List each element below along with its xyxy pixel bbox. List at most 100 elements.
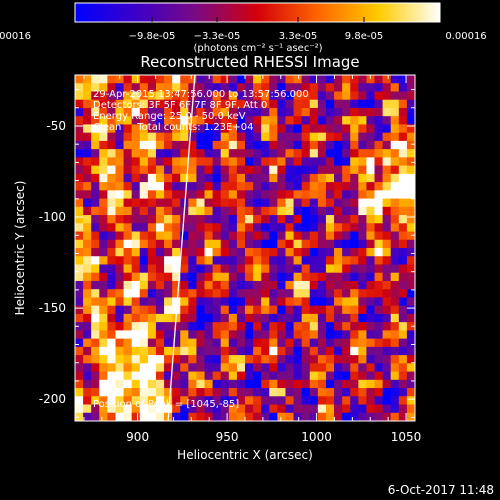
heatmap-cell bbox=[366, 206, 376, 216]
heatmap-cell bbox=[212, 198, 222, 208]
heatmap-cell bbox=[196, 173, 206, 183]
heatmap-cell bbox=[123, 322, 133, 331]
heatmap-cell bbox=[382, 313, 392, 323]
heatmap-cell bbox=[220, 198, 230, 208]
heatmap-cell bbox=[245, 355, 254, 364]
heatmap-cell bbox=[180, 396, 189, 406]
heatmap-cell bbox=[123, 404, 133, 414]
heatmap-cell bbox=[253, 313, 262, 323]
heatmap-cell bbox=[342, 231, 351, 241]
heatmap-cell bbox=[99, 157, 108, 167]
heatmap-cell bbox=[228, 190, 238, 200]
heatmap-cell bbox=[196, 91, 206, 101]
heatmap-cell bbox=[325, 412, 335, 421]
heatmap-cell bbox=[131, 223, 141, 233]
heatmap-cell bbox=[164, 215, 173, 224]
heatmap-cell bbox=[350, 272, 359, 282]
heatmap-cell bbox=[334, 248, 343, 257]
heatmap-cell bbox=[139, 149, 149, 158]
heatmap-cell bbox=[236, 355, 246, 364]
heatmap-cell bbox=[406, 116, 415, 126]
heatmap-cell bbox=[107, 215, 117, 224]
heatmap-cell bbox=[245, 91, 254, 101]
heatmap-cell bbox=[139, 75, 149, 84]
heatmap-cell bbox=[155, 379, 165, 389]
heatmap-cell bbox=[188, 190, 198, 200]
heatmap-cell bbox=[75, 149, 84, 158]
heatmap-cell bbox=[75, 289, 84, 299]
heatmap-cell bbox=[99, 107, 108, 117]
heatmap-cell bbox=[301, 124, 311, 134]
heatmap-cell bbox=[147, 99, 157, 109]
heatmap-cell bbox=[382, 363, 392, 373]
heatmap-cell bbox=[212, 248, 222, 257]
heatmap-cell bbox=[75, 363, 84, 373]
heatmap-cell bbox=[334, 379, 343, 389]
heatmap-cell bbox=[164, 107, 173, 117]
heatmap-cell bbox=[317, 157, 327, 167]
heatmap-cell bbox=[83, 215, 92, 224]
heatmap-cell bbox=[406, 297, 415, 307]
heatmap-cell bbox=[188, 396, 198, 406]
heatmap-cell bbox=[285, 330, 295, 340]
heatmap-cell bbox=[164, 297, 173, 307]
heatmap-cell bbox=[317, 264, 327, 274]
heatmap-cell bbox=[196, 99, 206, 109]
heatmap-cell bbox=[334, 91, 343, 101]
heatmap-cell bbox=[277, 149, 287, 158]
heatmap-cell bbox=[220, 330, 230, 340]
heatmap-cell bbox=[334, 371, 343, 381]
heatmap-cell bbox=[131, 215, 141, 224]
heatmap-cell bbox=[398, 190, 408, 200]
heatmap-cell bbox=[75, 206, 84, 216]
heatmap-cell bbox=[131, 173, 141, 183]
heatmap-cell bbox=[115, 157, 125, 167]
heatmap-cell bbox=[196, 272, 206, 282]
heatmap-cell bbox=[204, 355, 214, 364]
heatmap-cell bbox=[366, 198, 376, 208]
heatmap-cell bbox=[269, 107, 278, 117]
heatmap-cell bbox=[398, 396, 408, 406]
heatmap-cell bbox=[75, 297, 84, 307]
heatmap-cell bbox=[83, 173, 92, 183]
heatmap-cell bbox=[358, 239, 368, 249]
heatmap-cell bbox=[350, 182, 359, 191]
heatmap-cell bbox=[358, 75, 368, 84]
heatmap-cell bbox=[155, 264, 165, 274]
heatmap-cell bbox=[204, 173, 214, 183]
heatmap-cell bbox=[406, 231, 415, 241]
heatmap-cell bbox=[91, 404, 100, 414]
heatmap-cell bbox=[155, 330, 165, 340]
heatmap-cell bbox=[212, 313, 222, 323]
heatmap-cell bbox=[382, 280, 392, 290]
heatmap-cell bbox=[123, 272, 133, 282]
heatmap-cell bbox=[123, 198, 133, 208]
heatmap-cell bbox=[309, 363, 319, 373]
heatmap-cell bbox=[139, 388, 149, 397]
heatmap-cell bbox=[398, 198, 408, 208]
heatmap-cell bbox=[293, 330, 303, 340]
heatmap-cell bbox=[123, 83, 133, 93]
heatmap-cell bbox=[139, 140, 149, 150]
heatmap-cell bbox=[277, 313, 287, 323]
heatmap-cell bbox=[196, 289, 206, 299]
heatmap-cell bbox=[309, 173, 319, 183]
heatmap-cell bbox=[366, 223, 376, 233]
heatmap-cell bbox=[245, 165, 254, 175]
heatmap-cell bbox=[155, 140, 165, 150]
annotation-detectors: Detectors: 3F 5F 6F 7F 8F 9F, Att 0 bbox=[93, 100, 267, 111]
heatmap-cell bbox=[123, 140, 133, 150]
heatmap-cell bbox=[99, 280, 108, 290]
heatmap-cell bbox=[342, 173, 351, 183]
heatmap-cell bbox=[123, 379, 133, 389]
heatmap-cell bbox=[342, 363, 351, 373]
heatmap-cell bbox=[398, 149, 408, 158]
heatmap-cell bbox=[164, 248, 173, 257]
heatmap-cell bbox=[91, 256, 100, 266]
heatmap-cell bbox=[366, 379, 376, 389]
heatmap-cell bbox=[139, 173, 149, 183]
heatmap-cell bbox=[83, 371, 92, 381]
heatmap-cell bbox=[99, 182, 108, 191]
heatmap-cell bbox=[155, 182, 165, 191]
heatmap-cell bbox=[317, 124, 327, 134]
